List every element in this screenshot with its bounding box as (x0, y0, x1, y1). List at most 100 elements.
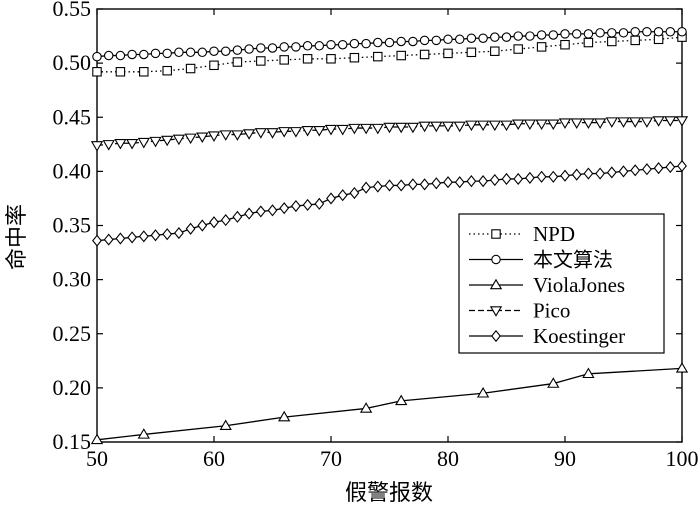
data-point (314, 41, 325, 51)
data-point (139, 49, 149, 60)
data-point (408, 36, 418, 47)
data-point (326, 39, 336, 50)
data-point (137, 137, 150, 149)
x-tick-label: 90 (554, 446, 576, 471)
y-tick-label: 0.15 (53, 429, 92, 454)
data-point (313, 125, 326, 137)
data-point (441, 121, 455, 133)
legend-marker (491, 229, 501, 239)
data-point (373, 51, 383, 62)
data-point (279, 202, 290, 215)
data-point (570, 118, 583, 129)
x-tick-label: 70 (320, 446, 342, 471)
y-tick-label: 0.30 (53, 267, 92, 292)
data-point (162, 228, 173, 241)
data-point (127, 49, 137, 60)
data-point (501, 32, 512, 42)
data-point (349, 186, 360, 200)
data-point (536, 170, 547, 183)
legend-marker (491, 254, 501, 265)
data-point (583, 29, 594, 39)
data-point (301, 125, 314, 137)
y-tick-label: 0.20 (53, 375, 92, 400)
x-tick-label: 60 (203, 446, 225, 471)
data-point (337, 189, 348, 202)
data-point (372, 180, 383, 193)
data-point (384, 179, 395, 192)
data-point (361, 181, 372, 194)
data-point (255, 205, 266, 218)
y-tick-label: 0.25 (53, 321, 92, 346)
data-point (278, 410, 291, 422)
data-point (220, 214, 231, 227)
data-point (90, 433, 104, 445)
data-point (290, 199, 301, 213)
data-point (314, 197, 325, 210)
series-2 (92, 26, 687, 62)
data-point (242, 129, 256, 140)
data-point (618, 165, 629, 178)
data-point (653, 162, 664, 175)
data-point (220, 46, 231, 56)
data-point (595, 28, 605, 38)
data-point (256, 43, 266, 53)
series-line (97, 36, 683, 73)
data-point (443, 176, 453, 189)
data-point (92, 67, 102, 77)
data-point (291, 42, 301, 52)
data-point (675, 116, 689, 127)
data-point (209, 60, 219, 71)
data-point (653, 26, 664, 37)
data-point (115, 232, 126, 245)
legend-label: Koestinger (533, 324, 625, 348)
data-point (664, 116, 677, 127)
data-point (641, 163, 652, 176)
series-layer (90, 26, 689, 445)
data-point (244, 44, 254, 54)
data-point (642, 26, 652, 37)
data-point (349, 52, 360, 63)
data-point (406, 122, 420, 134)
x-tick-label: 100 (666, 446, 699, 471)
data-point (547, 119, 560, 131)
series-5 (92, 159, 687, 247)
data-point (138, 230, 149, 243)
data-point (219, 419, 232, 431)
data-point (512, 119, 525, 131)
data-point (501, 172, 512, 186)
data-point (571, 29, 582, 39)
data-point (349, 38, 360, 49)
data-point (115, 50, 126, 61)
y-axis-title: 命中率 (5, 204, 30, 270)
data-point (125, 138, 139, 150)
data-point (640, 117, 654, 128)
data-point (244, 207, 255, 220)
x-tick-label: 50 (86, 446, 108, 471)
data-point (419, 35, 430, 46)
data-point (407, 178, 418, 191)
data-point (185, 63, 196, 74)
data-point (266, 128, 279, 139)
data-point (267, 204, 278, 217)
data-point (395, 122, 408, 134)
data-point (302, 41, 313, 51)
data-point (605, 117, 618, 128)
data-point (478, 33, 488, 43)
data-point (582, 367, 595, 379)
data-point (184, 133, 197, 145)
data-point (359, 123, 373, 135)
data-point (219, 130, 232, 141)
data-point (185, 47, 196, 58)
data-point (174, 47, 184, 58)
data-point (232, 57, 243, 67)
data-point (607, 28, 617, 38)
data-point (92, 51, 102, 62)
data-point (476, 386, 490, 398)
data-point (548, 170, 559, 183)
legend-marker (491, 329, 501, 343)
data-point (418, 121, 431, 133)
data-point (535, 119, 548, 131)
